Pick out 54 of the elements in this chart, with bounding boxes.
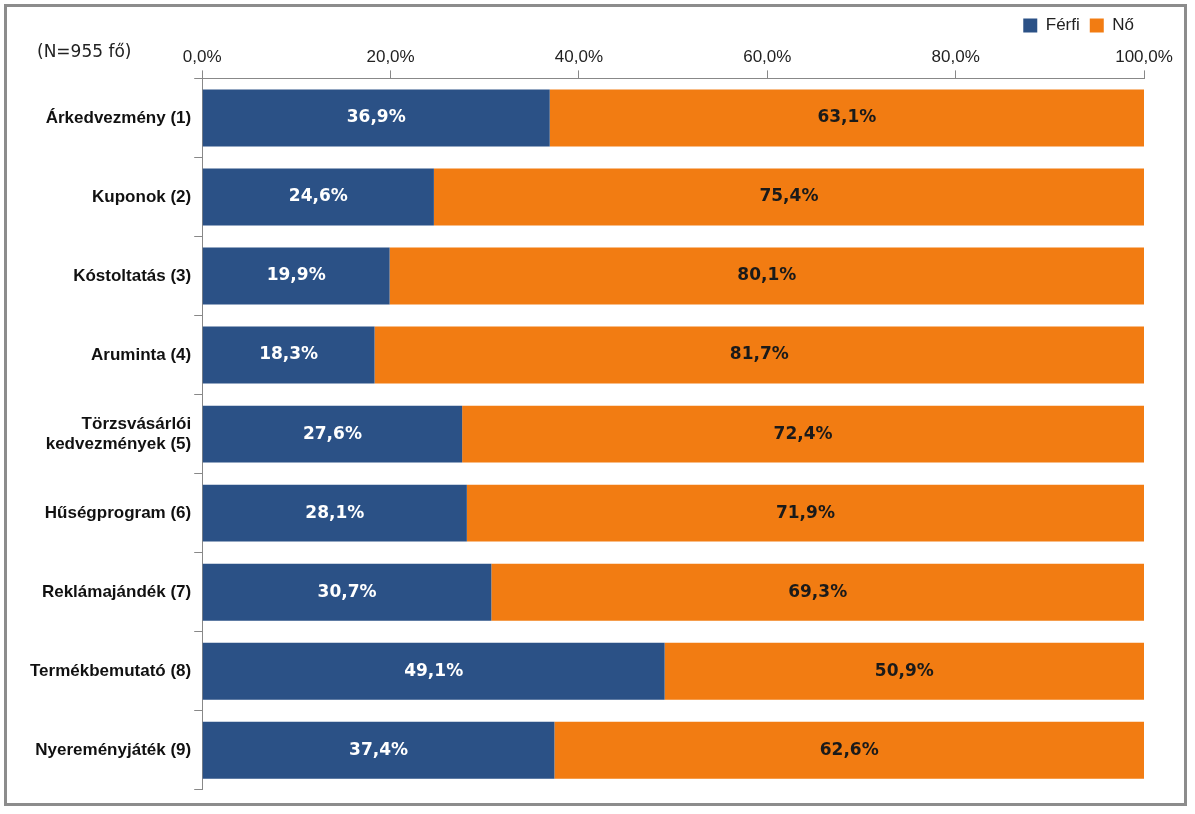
data-label: 50,9%	[874, 659, 934, 680]
bar	[202, 563, 492, 621]
x-tick-label: 100,0%	[1115, 46, 1173, 66]
data-label: 49,1%	[404, 659, 464, 680]
data-label: 75,4%	[759, 185, 819, 206]
bar	[202, 168, 434, 226]
data-label: 30,7%	[317, 580, 377, 601]
y-tick-label: Kóstoltatás (3)	[73, 265, 192, 285]
bar	[202, 721, 555, 779]
data-label: 80,1%	[737, 264, 797, 285]
y-tick-label: Termékbemutató (8)	[30, 660, 192, 680]
y-tick-label: Árkedvezmény (1)	[45, 107, 192, 127]
data-label: 36,9%	[346, 106, 406, 127]
data-label: 69,3%	[788, 580, 848, 601]
bar	[491, 563, 1144, 621]
bar	[202, 326, 375, 384]
legend-label: Férfi	[1045, 15, 1080, 35]
y-tick-label: Kuponok (2)	[92, 186, 192, 206]
data-label: 19,9%	[266, 264, 326, 285]
bar	[202, 484, 467, 542]
x-tick-label: 40,0%	[554, 46, 604, 66]
data-label: 63,1%	[817, 106, 877, 127]
data-label: 37,4%	[349, 738, 409, 759]
bar	[554, 721, 1144, 779]
x-tick-label: 0,0%	[182, 46, 222, 66]
data-label: 27,6%	[302, 422, 362, 443]
legend-label: Nő	[1112, 15, 1134, 35]
data-label: 72,4%	[773, 422, 833, 443]
data-label: 62,6%	[819, 738, 879, 759]
y-tick-label: Nyereményjáték (9)	[35, 739, 192, 759]
bar	[374, 326, 1144, 384]
bar	[466, 484, 1144, 542]
bar	[664, 642, 1144, 700]
y-tick-label: Reklámajándék (7)	[41, 581, 192, 601]
bar	[462, 405, 1144, 463]
bar	[433, 168, 1144, 226]
bar	[202, 405, 463, 463]
x-tick-label: 80,0%	[931, 46, 980, 66]
y-tick-label: Aruminta (4)	[91, 344, 192, 364]
bar	[389, 247, 1144, 305]
data-label: 81,7%	[729, 343, 789, 364]
y-tick-label: Hűségprogram (6)	[44, 502, 192, 522]
data-label: 24,6%	[288, 185, 348, 206]
bar	[202, 89, 550, 147]
data-label: 18,3%	[259, 343, 319, 364]
text: (N=955 fő)	[37, 41, 132, 61]
x-tick-label: 60,0%	[743, 46, 792, 66]
y-tick-label: Törzsvásárlói kedvezmények (5)	[45, 413, 192, 453]
bar	[202, 247, 390, 305]
data-label: 71,9%	[775, 501, 835, 522]
bar	[549, 89, 1144, 147]
x-tick-label: 20,0%	[366, 46, 415, 66]
bar	[202, 642, 665, 700]
data-label: 28,1%	[305, 501, 365, 522]
